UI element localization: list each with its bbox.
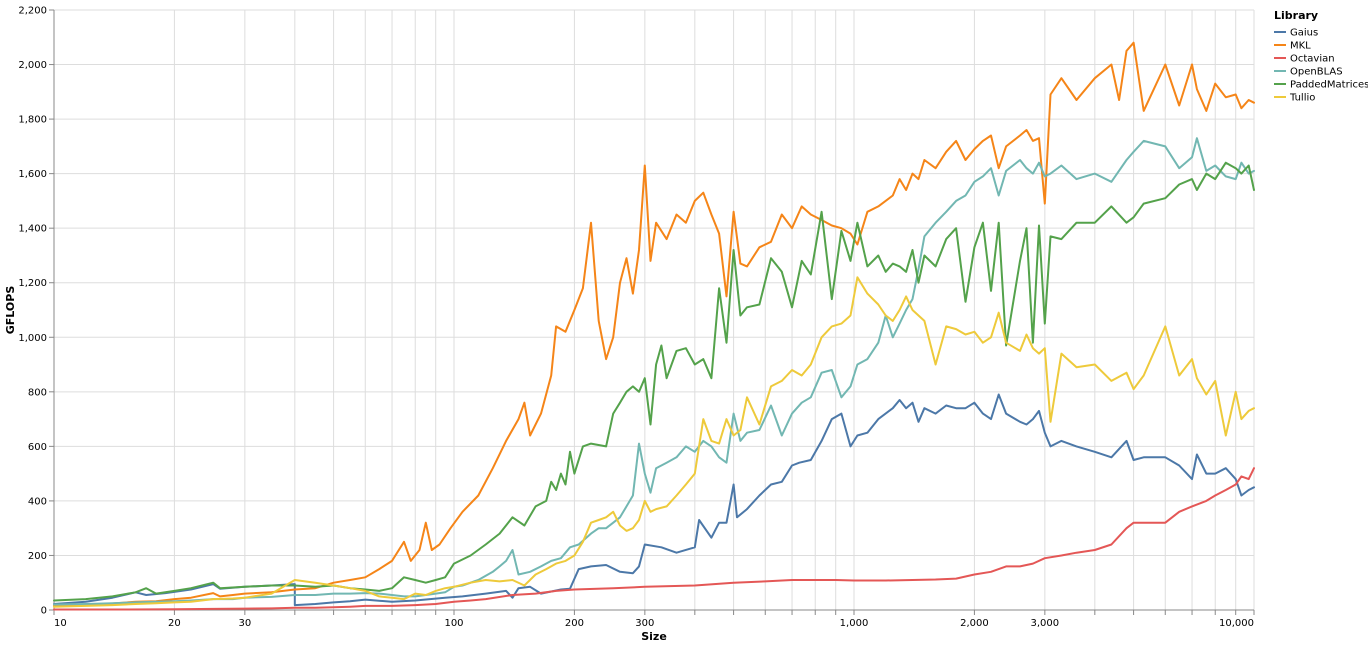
legend-label-mkl: MKL [1290,41,1311,52]
x-tick-label: 20 [168,618,181,629]
x-tick-label: 10 [54,618,67,629]
y-tick-label: 200 [28,551,47,562]
x-tick-label: 10,000 [1219,618,1254,629]
series-lines [53,41,1255,611]
y-tick-label: 2,200 [18,6,47,17]
x-tick-label: 3,000 [1031,618,1060,629]
x-tick-label: 2,000 [960,618,989,629]
y-tick-label: 2,000 [18,60,47,71]
y-tick-label: 600 [28,442,47,453]
legend-label-octavian: Octavian [1290,54,1335,65]
y-axis-title: GFLOPS [4,286,17,335]
x-tick-label: 300 [635,618,654,629]
y-tick-label: 0 [41,606,47,617]
legend-label-openblas: OpenBLAS [1290,67,1343,78]
x-axis-title: Size [641,630,667,643]
y-tick-label: 1,800 [18,115,47,126]
series-line-gaius [53,393,1255,607]
x-tick-label: 30 [238,618,251,629]
y-tick-label: 800 [28,387,47,398]
legend-label-gaius: Gaius [1290,28,1318,39]
y-tick-label: 1,000 [18,333,47,344]
legend-title: Library [1274,9,1318,22]
legend-label-tullio: Tullio [1289,93,1315,104]
legend: Library Gaius MKL Octavian OpenBLAS PaddedMa… [1274,9,1368,104]
series-line-openblas [53,137,1255,606]
axes: 10 20 30 100 200 300 1,000 2,000 3,000 10,000 0 200… [18,6,1255,629]
y-tick-label: 1,600 [18,169,47,180]
y-tick-label: 1,400 [18,224,47,235]
series-line-tullio [53,276,1255,608]
series-line-mkl [53,41,1255,607]
grid [53,9,1255,611]
series-line-paddedmatrices [53,161,1255,602]
x-tick-label: 200 [565,618,584,629]
y-tick-label: 1,200 [18,278,47,289]
series-line-octavian [53,467,1255,611]
y-tick-label: 400 [28,496,47,507]
x-tick-label: 1,000 [840,618,869,629]
legend-label-paddedmatrices: PaddedMatrices [1290,80,1368,91]
x-tick-label: 100 [444,618,463,629]
